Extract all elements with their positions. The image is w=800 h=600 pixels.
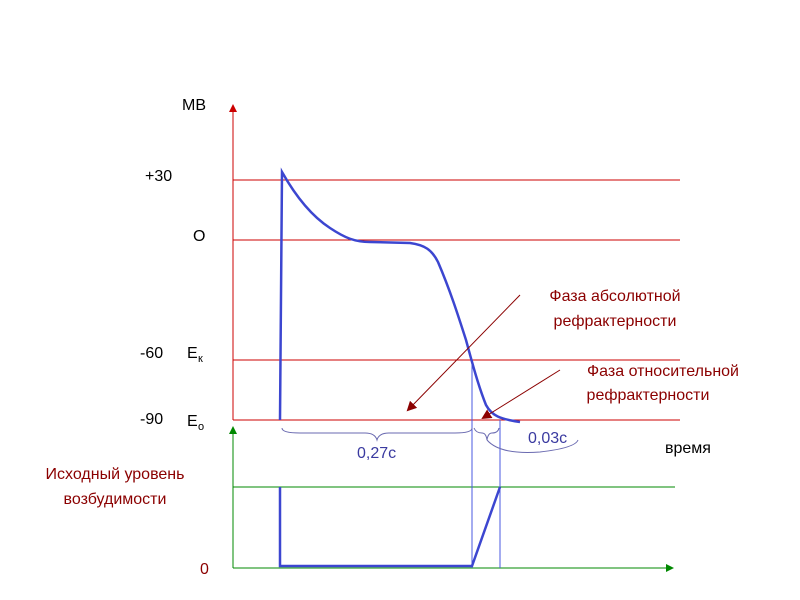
- level: E: [187, 413, 198, 430]
- excitability-label: возбудимости: [64, 491, 167, 508]
- level-sub: о: [198, 421, 204, 433]
- upper-axes: [229, 104, 680, 421]
- zero-label: 0: [200, 561, 209, 578]
- guides: [471, 360, 501, 568]
- annotation: рефрактерности: [587, 387, 710, 404]
- annotation: Фаза относительной: [587, 363, 739, 380]
- braces: [281, 427, 579, 453]
- x-label: время: [665, 440, 711, 457]
- interval: 0,27с: [357, 445, 396, 462]
- arrow: [406, 294, 521, 412]
- lower-axes: [229, 426, 675, 572]
- arrow: [481, 369, 561, 420]
- excitability-curve: [278, 486, 502, 568]
- interval: 0,03с: [528, 430, 567, 447]
- excitability-label: Исходный уровень: [46, 466, 185, 483]
- annotation: рефрактерности: [554, 313, 677, 330]
- level-sub: к: [198, 353, 203, 365]
- tick-label: +30: [145, 168, 172, 185]
- tick-label: O: [193, 228, 205, 245]
- annotation: Фаза абсолютной: [549, 288, 680, 305]
- y-unit: МВ: [182, 97, 206, 114]
- action-potential: [278, 167, 521, 424]
- level: E: [187, 345, 198, 362]
- tick-label: -60: [140, 345, 163, 362]
- tick-label: -90: [140, 411, 163, 428]
